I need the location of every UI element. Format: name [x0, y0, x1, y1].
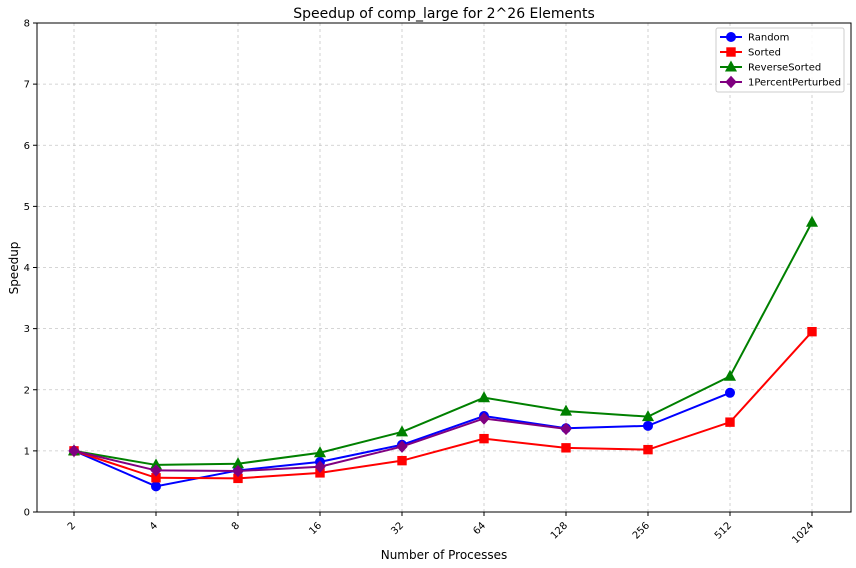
legend-item-sorted: Sorted: [720, 47, 781, 59]
legend-label: 1PercentPerturbed: [748, 78, 841, 89]
y-tick-label: 7: [24, 80, 30, 91]
y-tick-label: 2: [24, 385, 30, 396]
x-tick-label: 4: [148, 520, 160, 532]
legend-label: ReverseSorted: [748, 63, 821, 74]
grid-lines: [37, 22, 851, 513]
x-tick-label: 16: [307, 520, 324, 537]
series-layer: [67, 215, 819, 492]
data-point-sorted: [397, 455, 407, 466]
axes: 0 1 2 3 4 5 6 7 8 2 4 8 16 32 64 128 256 512 1024: [24, 19, 852, 546]
series-sorted: [69, 326, 817, 484]
data-point-1percentperturbed: [560, 422, 572, 436]
legend: Random Sorted ReverseSorted 1PercentPerturb…: [715, 27, 845, 93]
data-point-1percentperturbed: [68, 444, 80, 458]
y-tick-label: 3: [24, 324, 30, 335]
x-tick-label: 32: [389, 520, 406, 537]
x-tick-label: 512: [713, 520, 734, 541]
x-axis-label: Number of Processes: [381, 548, 508, 562]
y-tick-label: 1: [24, 446, 30, 457]
data-point-reversesorted: [641, 410, 655, 422]
x-tick-label: 64: [471, 520, 488, 537]
x-tick-label: 1024: [790, 520, 816, 546]
legend-marker: [724, 60, 738, 72]
data-point-reversesorted: [477, 391, 491, 403]
series-line-sorted: [73, 331, 813, 480]
data-point-1percentperturbed: [396, 440, 408, 453]
legend-item-1percentperturbed: 1PercentPerturbed: [720, 75, 841, 89]
legend-item-reversesorted: ReverseSorted: [720, 60, 821, 74]
legend-item-random: Random: [720, 32, 789, 44]
data-point-1percentperturbed: [314, 460, 326, 474]
data-point-reversesorted: [313, 446, 327, 458]
data-point-1percentperturbed: [150, 464, 162, 477]
data-point-sorted: [561, 443, 571, 453]
series-1percentperturbed: [68, 412, 572, 478]
data-point-sorted: [725, 417, 735, 427]
data-point-random: [725, 387, 735, 398]
y-tick-label: 0: [24, 508, 30, 519]
series-line-reversesorted: [73, 221, 813, 466]
x-tick-label: 256: [631, 520, 652, 541]
data-point-1percentperturbed: [478, 412, 490, 425]
x-tick-label: 8: [230, 520, 242, 532]
data-point-1percentperturbed: [232, 464, 244, 478]
data-point-random: [151, 481, 161, 492]
data-point-reversesorted: [805, 215, 819, 227]
data-point-reversesorted: [395, 425, 409, 437]
data-point-sorted: [643, 444, 653, 455]
chart-title: Speedup of comp_large for 2^26 Elements: [293, 6, 595, 22]
x-tick-label: 2: [66, 520, 78, 532]
data-point-random: [643, 420, 653, 431]
data-point-reversesorted: [559, 404, 573, 416]
y-axis-label: Speedup: [7, 242, 21, 295]
y-tick-label: 5: [24, 202, 30, 213]
legend-marker: [726, 32, 736, 42]
data-point-sorted: [479, 433, 489, 444]
legend-marker: [725, 75, 737, 89]
y-tick-label: 8: [24, 19, 30, 30]
x-tick-label: 128: [549, 520, 570, 541]
legend-marker: [726, 47, 736, 57]
y-tick-label: 4: [24, 263, 30, 274]
legend-label: Sorted: [748, 48, 781, 59]
data-point-reversesorted: [723, 369, 737, 381]
legend-label: Random: [748, 33, 789, 44]
data-point-sorted: [807, 326, 817, 337]
legend-box: [715, 27, 845, 93]
y-tick-label: 6: [24, 141, 30, 152]
